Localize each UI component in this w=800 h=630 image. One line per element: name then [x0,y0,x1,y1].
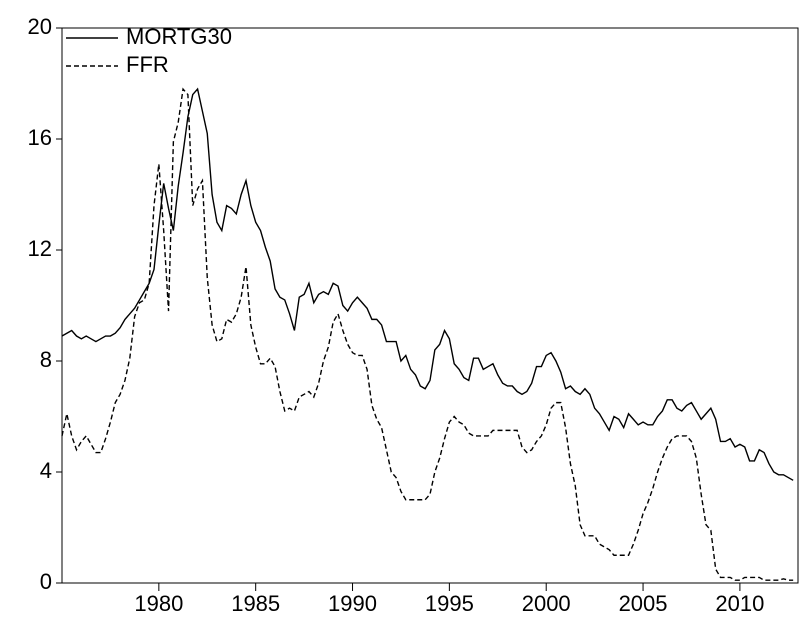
series-line [61,87,794,481]
y-tick-label: 8 [40,347,52,372]
x-tick-label: 1990 [328,591,377,616]
x-tick-label: 2010 [715,591,764,616]
y-tick-label: 20 [28,14,52,39]
series-line [61,87,794,581]
x-tick-label: 1995 [425,591,474,616]
x-tick-label: 2005 [619,591,668,616]
x-tick-label: 1985 [231,591,280,616]
x-tick-label: 2000 [522,591,571,616]
x-tick-label: 1980 [134,591,183,616]
y-tick-label: 12 [28,236,52,261]
y-tick-label: 16 [28,125,52,150]
y-tick-label: 4 [40,458,52,483]
y-tick-label: 0 [40,569,52,594]
plot-frame [61,27,799,584]
legend-label: FFR [126,52,169,77]
legend-label: MORTG30 [126,24,232,49]
